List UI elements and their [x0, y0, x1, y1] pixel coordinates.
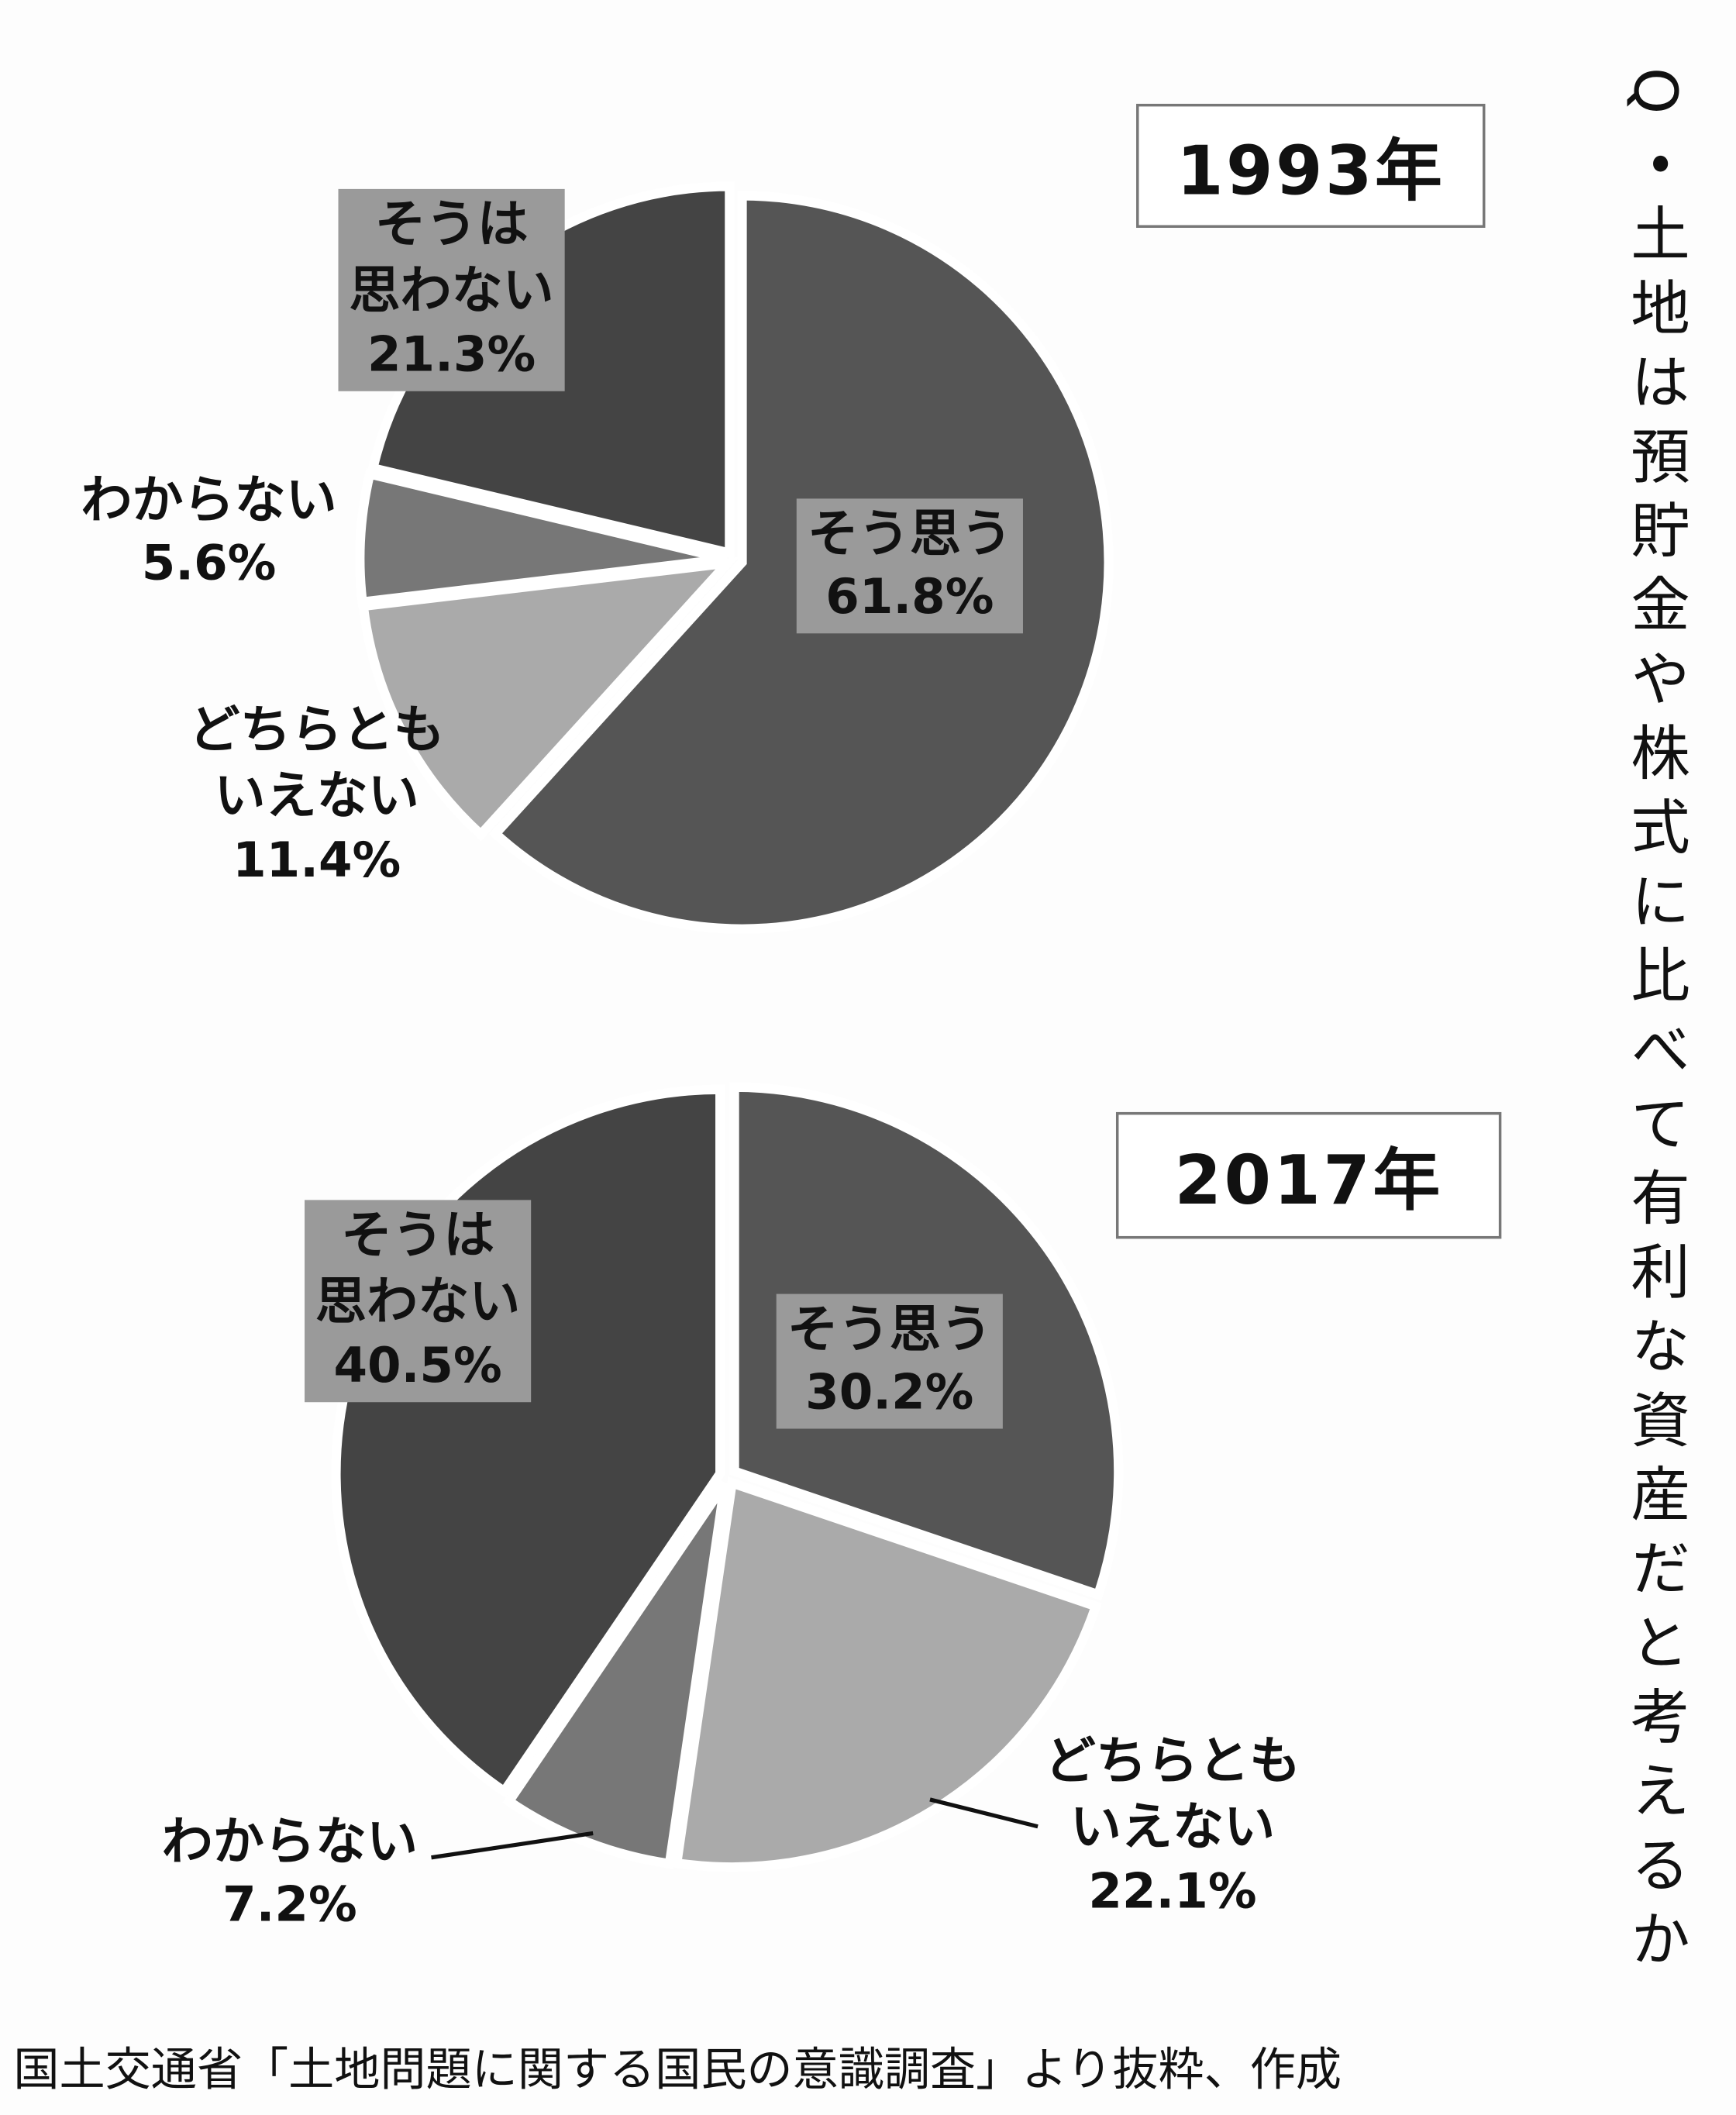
pie-slice [671, 1476, 1102, 1872]
data-label: そう思う 30.2% [776, 1293, 1003, 1429]
source-note: 国土交通省「土地問題に関する国民の意識調査」より抜粋、作成 [13, 2043, 1342, 2098]
category-label: どちらとも いえない [188, 700, 445, 826]
data-label: どちらとも いえない 22.1% [1034, 1726, 1311, 1927]
value-label: 30.2% [805, 1366, 974, 1421]
pie-slice [355, 468, 728, 608]
data-label: どちらとも いえない 11.4% [178, 694, 456, 896]
category-label: わからない [161, 1811, 418, 1871]
category-label: そう思う [807, 504, 1013, 563]
value-label: 5.6% [141, 536, 277, 593]
value-label: 40.5% [333, 1338, 502, 1394]
pie-slice [502, 1480, 730, 1869]
value-label: 61.8% [825, 570, 994, 626]
category-label: どちらとも いえない [1044, 1731, 1301, 1858]
value-label: 11.4% [232, 832, 401, 889]
leader-line [929, 1797, 1038, 1829]
data-label: わからない 7.2% [151, 1806, 429, 1941]
value-label: 21.3% [367, 327, 536, 383]
category-label: わからない [81, 470, 337, 530]
category-label: そう思う [787, 1299, 992, 1359]
data-label: そうは 思わない 21.3% [338, 188, 565, 391]
leader-line [431, 1831, 594, 1860]
chart-title: 2017年 [1115, 1111, 1502, 1239]
chart-title: 1993年 [1136, 103, 1486, 228]
data-label: そう思う 61.8% [796, 498, 1023, 634]
data-label: わからない 5.6% [70, 465, 347, 600]
pie-slice [358, 556, 739, 842]
category-label: そうは 思わない [349, 194, 554, 321]
data-label: そうは 思わない 40.5% [305, 1200, 532, 1402]
page-title: Q・土地は預貯金や株式に比べて有利な資産だと考えるか [1620, 67, 1690, 1982]
value-label: 7.2% [222, 1878, 357, 1934]
value-label: 22.1% [1088, 1864, 1257, 1920]
category-label: そうは 思わない [315, 1205, 521, 1331]
